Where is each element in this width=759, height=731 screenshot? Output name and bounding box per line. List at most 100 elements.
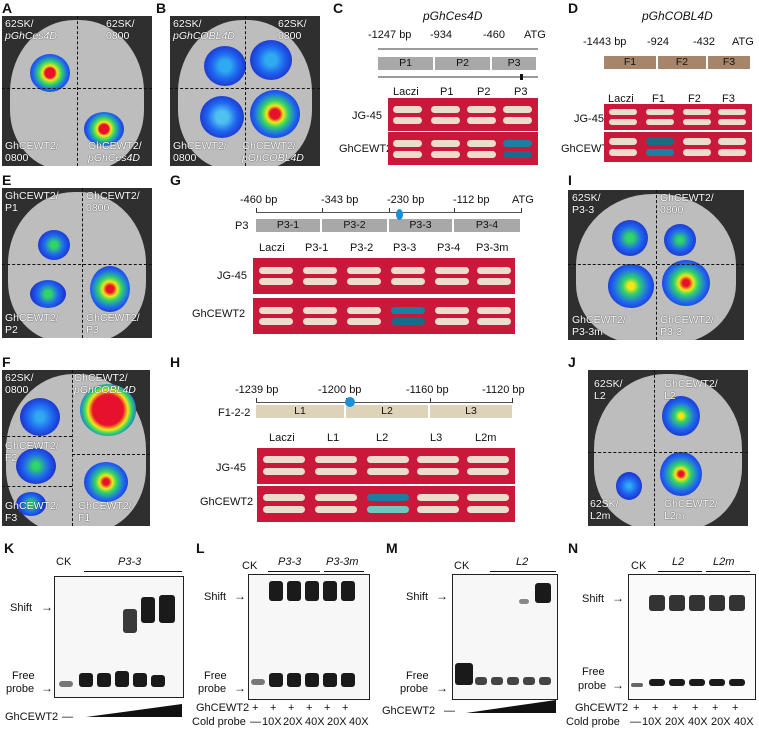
position-label: -1443 bp <box>583 36 627 48</box>
label-br: GhCEWT2/ <box>88 140 142 152</box>
construct-prefix: F1-2-2 <box>218 407 251 419</box>
segment-p1: P1 <box>378 57 433 70</box>
conc-label: 40X <box>349 716 369 728</box>
protein-label: GhCEWT2 <box>575 702 629 714</box>
construct-prefix: P3 <box>235 220 249 232</box>
shift-arrow-icon: → <box>41 600 53 614</box>
segment-p2: P2 <box>435 57 490 70</box>
plus-sign: + <box>306 702 313 714</box>
panel-letter: H <box>170 354 181 370</box>
concentration-gradient-icon <box>86 704 182 717</box>
probe-label: P3-3m <box>326 556 359 568</box>
probe-label: L2 <box>672 556 685 568</box>
concentration-gradient-icon <box>466 700 556 713</box>
label-br: GhCEWT2/ <box>242 140 296 152</box>
label-br2: pGhCOBL4D <box>242 152 304 164</box>
column-label: L2m <box>475 432 497 444</box>
segment: L1 <box>256 405 344 418</box>
position-label: -924 <box>647 36 670 48</box>
panel-letter: N <box>568 540 579 556</box>
conc-label: 20X <box>711 716 731 728</box>
free-label: Free <box>406 670 429 682</box>
panel-letter: L <box>196 540 205 556</box>
free-label: probe <box>400 683 429 695</box>
row-label: GhCEWT2 <box>561 143 615 155</box>
yeast-plate <box>253 298 515 334</box>
row-label: JG-45 <box>216 462 246 474</box>
panel-letter: D <box>568 0 579 16</box>
label-tr: GhCEWT2/ <box>74 372 128 384</box>
label-tl2: pGhCOBL4D <box>173 30 235 42</box>
cold-probe-label: Cold probe <box>192 716 246 728</box>
column-label: Laczi <box>608 93 634 105</box>
label-tr: GhCEWT2/ <box>664 378 718 390</box>
label-bl: GhCEWT2/ <box>5 140 59 152</box>
free-arrow-icon: → <box>234 681 246 695</box>
label-bl: GhCEWT2/ <box>572 314 626 326</box>
label-bl2: P3-3m <box>572 326 603 338</box>
label-tl2: P3-3 <box>572 204 595 216</box>
plus-sign: + <box>288 702 295 714</box>
column-label: P3-4 <box>437 242 461 254</box>
label-bl: GhCEWT2/ <box>5 312 59 324</box>
free-arrow-icon: → <box>612 678 624 692</box>
label-br2: L2m <box>664 510 685 522</box>
label-tr2: L2 <box>664 390 676 402</box>
segment: L2 <box>346 405 428 418</box>
segment-f1: F1 <box>604 56 656 69</box>
segment: L3 <box>430 405 512 418</box>
row-label: GhCEWT2 <box>339 143 393 155</box>
leaf-image: 62SK/L2 GhCEWT2/L2 62SK/L2m GhCEWT2/L2m <box>588 370 748 526</box>
column-label: Laczi <box>269 432 295 444</box>
shift-label: Shift <box>204 591 227 603</box>
column-label: P3-3 <box>393 242 417 254</box>
ck-label: CK <box>56 556 72 568</box>
label-br: GhCEWT2/ <box>78 500 132 512</box>
protein-label: GhCEWT2 <box>5 711 59 723</box>
probe-label: P3-3 <box>118 556 142 568</box>
segment-p3: P3 <box>492 57 536 70</box>
panel-letter: F <box>2 354 11 370</box>
panel-letter: G <box>170 172 181 188</box>
position-label: -1160 bp <box>406 384 449 396</box>
position-label: -1247 bp <box>368 29 412 41</box>
plus-sign: + <box>712 702 719 714</box>
yeast-plate <box>604 132 752 162</box>
position-label: -460 bp <box>240 194 278 206</box>
panel-letter: B <box>156 0 167 16</box>
label-br: GhCEWT2/ <box>86 312 140 324</box>
yeast-plate <box>257 448 515 484</box>
label-bl2: 0800 <box>173 152 197 164</box>
free-arrow-icon: → <box>436 681 448 695</box>
leaf-image: 62SK/0800 GhCEWT2/pGhCOBL4D GhCEWT2/F2 G… <box>2 370 150 526</box>
conc-label: 20X <box>665 716 685 728</box>
label-tl: 62SK/ <box>572 192 601 204</box>
label-br: GhCEWT2/ <box>660 314 714 326</box>
panel-letter: A <box>2 0 13 16</box>
plus-sign: + <box>633 702 640 714</box>
shift-arrow-icon: → <box>436 589 448 603</box>
plus-sign: + <box>342 702 349 714</box>
column-label: L2 <box>376 432 389 444</box>
label-tr: 62SK/ <box>106 18 135 30</box>
column-label: P3-2 <box>350 242 374 254</box>
plus-sign: + <box>672 702 679 714</box>
label-tr2: 0800 <box>660 204 684 216</box>
ck-label: CK <box>454 560 470 572</box>
plus-sign: + <box>270 702 277 714</box>
column-label: F3 <box>722 93 735 105</box>
column-label: L3 <box>430 432 443 444</box>
label-tl2: pGhCes4D <box>5 30 57 42</box>
leaf-image: GhCEWT2/P1 GhCEWT2/0800 GhCEWT2/P2 GhCEW… <box>2 188 152 338</box>
conc-label: 20X <box>327 716 347 728</box>
position-label: -230 bp <box>387 194 425 206</box>
panel-letter: E <box>2 172 12 188</box>
label-tl2: P1 <box>5 202 18 214</box>
label-tl: 62SK/ <box>5 372 34 384</box>
leaf-image: 62SK/pGhCOBL4D 62SK/0800 GhCEWT2/0800 Gh… <box>170 16 320 166</box>
cold-probe-label: Cold probe <box>566 716 620 728</box>
minus-sign: — <box>630 716 641 728</box>
plus-sign: + <box>692 702 699 714</box>
panel-letter: C <box>333 0 344 16</box>
free-label: probe <box>6 683 35 695</box>
